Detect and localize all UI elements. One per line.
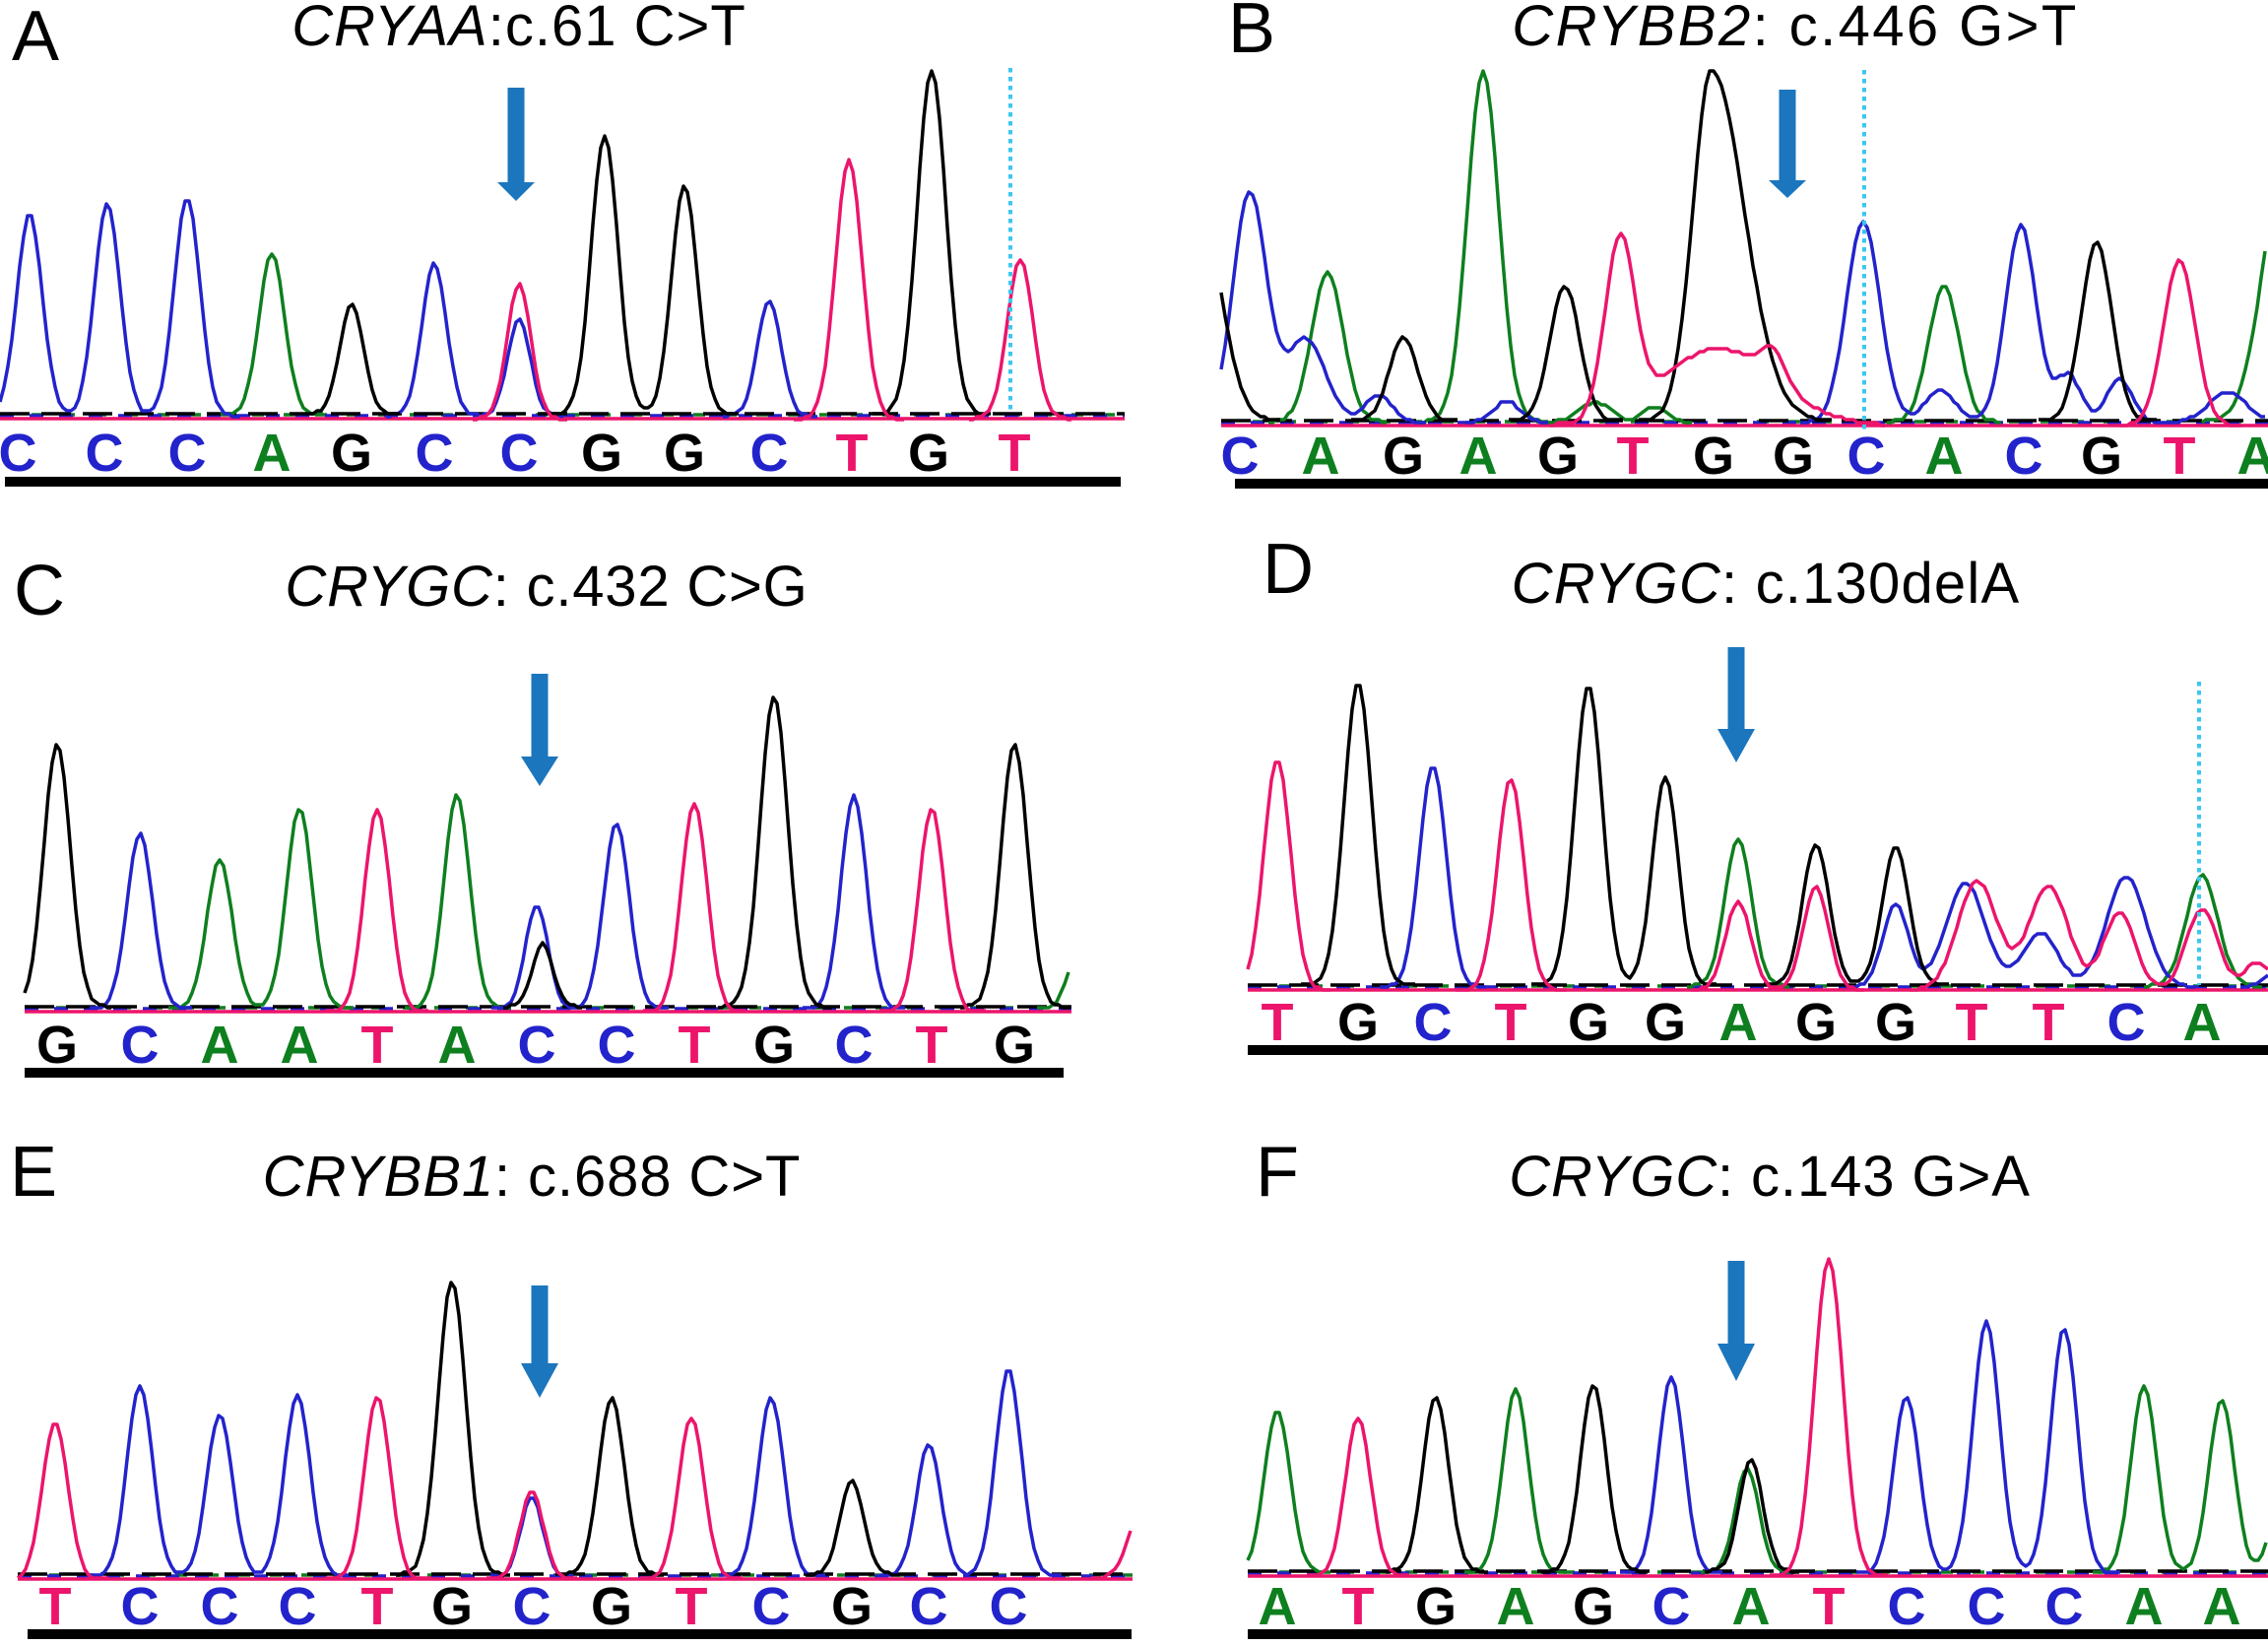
svg-text:C: C — [14, 552, 65, 630]
svg-text:A: A — [281, 1016, 319, 1075]
svg-text:G: G — [664, 424, 705, 483]
svg-text:G: G — [591, 1577, 632, 1636]
svg-text:T: T — [916, 1016, 948, 1075]
svg-text:C: C — [121, 1577, 160, 1636]
svg-text:G: G — [994, 1016, 1035, 1075]
svg-text:T: T — [836, 424, 869, 483]
svg-text:G: G — [1573, 1577, 1614, 1636]
svg-text:C: C — [416, 424, 454, 483]
svg-text:T: T — [679, 1016, 711, 1075]
svg-text:A: A — [1925, 427, 1964, 486]
svg-text:T: T — [1956, 993, 1988, 1052]
svg-text:CRYGC: c.143 G>A: CRYGC: c.143 G>A — [1509, 1145, 2031, 1209]
svg-text:C: C — [1221, 427, 1260, 486]
svg-text:C: C — [500, 424, 539, 483]
svg-text:G: G — [831, 1577, 873, 1636]
svg-text:A: A — [2203, 1577, 2241, 1636]
svg-text:G: G — [753, 1016, 795, 1075]
svg-text:E: E — [10, 1133, 57, 1212]
svg-text:T: T — [1617, 427, 1650, 486]
svg-text:C: C — [1888, 1577, 1926, 1636]
svg-text:A: A — [1302, 427, 1340, 486]
svg-text:C: C — [1847, 427, 1886, 486]
svg-text:F: F — [1256, 1133, 1299, 1212]
svg-text:CRYBB2: c.446 G>T: CRYBB2: c.446 G>T — [1512, 0, 2078, 58]
svg-text:A: A — [2183, 993, 2222, 1052]
svg-text:G: G — [1875, 993, 1916, 1052]
svg-text:CRYAA:c.61 C>T: CRYAA:c.61 C>T — [292, 0, 746, 58]
svg-text:A: A — [2237, 427, 2268, 486]
svg-text:C: C — [1414, 993, 1453, 1052]
svg-text:A: A — [1459, 427, 1498, 486]
svg-text:A: A — [12, 0, 59, 76]
svg-text:A: A — [1497, 1577, 1535, 1636]
svg-text:A: A — [201, 1016, 239, 1075]
svg-text:CRYBB1: c.688 C>T: CRYBB1: c.688 C>T — [263, 1145, 802, 1209]
svg-text:G: G — [2081, 427, 2122, 486]
svg-text:T: T — [361, 1577, 394, 1636]
svg-text:D: D — [1263, 530, 1314, 609]
svg-text:T: T — [1495, 993, 1527, 1052]
svg-text:CRYGC: c.432 C>G: CRYGC: c.432 C>G — [285, 555, 808, 619]
svg-text:G: G — [1415, 1577, 1457, 1636]
svg-text:G: G — [1337, 993, 1379, 1052]
svg-text:C: C — [2107, 993, 2146, 1052]
svg-text:G: G — [1795, 993, 1837, 1052]
svg-text:T: T — [676, 1577, 708, 1636]
svg-text:C: C — [990, 1577, 1028, 1636]
svg-text:G: G — [1693, 427, 1734, 486]
svg-text:T: T — [999, 424, 1031, 483]
svg-text:C: C — [86, 424, 124, 483]
svg-text:A: A — [1719, 993, 1758, 1052]
svg-text:C: C — [1652, 1577, 1691, 1636]
svg-text:C: C — [0, 424, 37, 483]
svg-text:G: G — [431, 1577, 473, 1636]
svg-text:A: A — [1732, 1577, 1771, 1636]
svg-text:C: C — [279, 1577, 317, 1636]
svg-text:A: A — [438, 1016, 477, 1075]
svg-text:T: T — [2164, 427, 2196, 486]
svg-text:C: C — [2045, 1577, 2084, 1636]
svg-text:T: T — [1262, 993, 1294, 1052]
svg-text:G: G — [1383, 427, 1424, 486]
svg-text:C: C — [2005, 427, 2043, 486]
svg-text:C: C — [518, 1016, 556, 1075]
svg-text:C: C — [201, 1577, 239, 1636]
svg-text:A: A — [253, 424, 292, 483]
svg-text:C: C — [121, 1016, 160, 1075]
svg-text:G: G — [36, 1016, 78, 1075]
svg-text:T: T — [1813, 1577, 1846, 1636]
svg-text:C: C — [752, 1577, 791, 1636]
svg-text:A: A — [2125, 1577, 2164, 1636]
svg-text:C: C — [835, 1016, 874, 1075]
svg-text:T: T — [39, 1577, 72, 1636]
svg-text:G: G — [331, 424, 372, 483]
svg-text:G: G — [1773, 427, 1814, 486]
svg-text:C: C — [750, 424, 789, 483]
svg-text:C: C — [598, 1016, 636, 1075]
svg-text:G: G — [1568, 993, 1609, 1052]
svg-text:G: G — [1537, 427, 1579, 486]
svg-text:G: G — [1645, 993, 1686, 1052]
svg-text:C: C — [910, 1577, 948, 1636]
svg-text:T: T — [1342, 1577, 1375, 1636]
svg-text:G: G — [908, 424, 949, 483]
svg-text:T: T — [361, 1016, 394, 1075]
svg-text:T: T — [2033, 993, 2065, 1052]
svg-text:CRYGC: c.130delA: CRYGC: c.130delA — [1512, 552, 2021, 616]
svg-text:G: G — [581, 424, 622, 483]
svg-text:A: A — [1259, 1577, 1297, 1636]
svg-text:C: C — [513, 1577, 551, 1636]
svg-text:B: B — [1228, 0, 1275, 68]
svg-text:C: C — [168, 424, 207, 483]
svg-text:C: C — [1968, 1577, 2006, 1636]
